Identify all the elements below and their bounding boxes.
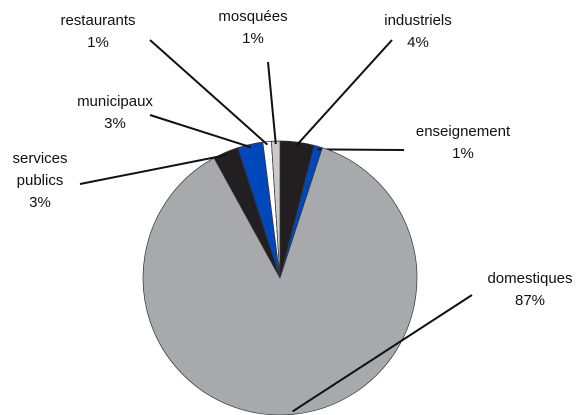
slice-percent: 3% xyxy=(29,194,51,211)
slice-label: enseignement 1% xyxy=(393,121,533,165)
slice-label: municipaux 3% xyxy=(55,91,175,135)
slice-percent: 4% xyxy=(407,34,429,51)
leader-line xyxy=(267,61,277,145)
slice-name: domestiques xyxy=(487,270,573,287)
leader-line xyxy=(317,148,405,151)
leader-line xyxy=(149,114,252,149)
slice-percent: 3% xyxy=(104,115,126,132)
slice-name: services publics xyxy=(12,150,68,189)
slice-percent: 87% xyxy=(514,292,546,309)
slice-percent: 1% xyxy=(242,30,264,47)
slice-label: services publics 3% xyxy=(0,148,80,214)
slice-percent: 1% xyxy=(452,145,474,162)
slice-name: municipaux xyxy=(77,93,153,110)
leader-line xyxy=(79,154,227,185)
slice-name: mosquées xyxy=(218,8,288,25)
pie-slice xyxy=(142,147,418,415)
slice-name: restaurants xyxy=(60,12,136,29)
leader-line xyxy=(292,294,473,413)
slice-name: industriels xyxy=(384,12,452,29)
slice-label: domestiques 87% xyxy=(470,268,587,312)
leader-line xyxy=(296,39,393,146)
leader-line xyxy=(149,39,269,146)
slice-percent: 1% xyxy=(87,34,109,51)
slice-label: restaurants 1% xyxy=(38,10,158,54)
slice-label: industriels 4% xyxy=(358,10,478,54)
slice-label: mosquées 1% xyxy=(203,6,303,50)
slice-name: enseignement xyxy=(415,123,511,140)
